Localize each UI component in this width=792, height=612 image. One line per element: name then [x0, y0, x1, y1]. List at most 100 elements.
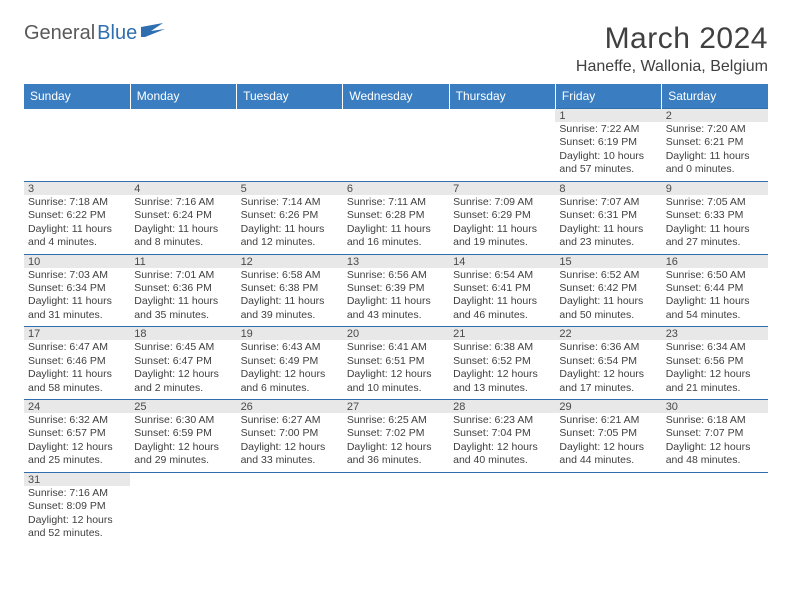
daylight-label: Daylight: 12 hours and 44 minutes.: [559, 441, 657, 468]
day-number-cell: [555, 472, 661, 486]
sunset-label: Sunset: 6:47 PM: [134, 355, 232, 368]
day-detail-cell: [555, 486, 661, 545]
day-number-cell: [343, 472, 449, 486]
sunrise-label: Sunrise: 6:18 AM: [666, 414, 764, 427]
sunset-label: Sunset: 7:04 PM: [453, 427, 551, 440]
day-number: 4: [134, 183, 140, 195]
sunset-label: Sunset: 6:41 PM: [453, 282, 551, 295]
day-detail-cell: Sunrise: 7:16 AMSunset: 8:09 PMDaylight:…: [24, 486, 130, 545]
daylight-label: Daylight: 11 hours and 31 minutes.: [28, 295, 126, 322]
logo-text-blue: Blue: [97, 22, 137, 45]
day-number-cell: 8: [555, 181, 661, 195]
daylight-label: Daylight: 12 hours and 52 minutes.: [28, 514, 126, 541]
sunrise-label: Sunrise: 7:09 AM: [453, 196, 551, 209]
daylight-label: Daylight: 11 hours and 0 minutes.: [666, 150, 764, 177]
col-sunday: Sunday: [24, 84, 130, 109]
day-detail-cell: Sunrise: 6:25 AMSunset: 7:02 PMDaylight:…: [343, 413, 449, 472]
sunset-label: Sunset: 6:26 PM: [241, 209, 339, 222]
day-number-cell: 30: [662, 400, 768, 414]
day-number-cell: 15: [555, 254, 661, 268]
day-detail-cell: Sunrise: 7:22 AMSunset: 6:19 PMDaylight:…: [555, 122, 661, 181]
daynum-row: 24252627282930: [24, 400, 768, 414]
daylight-label: Daylight: 12 hours and 36 minutes.: [347, 441, 445, 468]
sunrise-label: Sunrise: 7:05 AM: [666, 196, 764, 209]
day-detail-cell: [130, 122, 236, 181]
day-detail-cell: [130, 486, 236, 545]
daylight-label: Daylight: 12 hours and 13 minutes.: [453, 368, 551, 395]
sunrise-label: Sunrise: 6:32 AM: [28, 414, 126, 427]
daynum-row: 3456789: [24, 181, 768, 195]
daylight-label: Daylight: 12 hours and 2 minutes.: [134, 368, 232, 395]
daylight-label: Daylight: 11 hours and 58 minutes.: [28, 368, 126, 395]
sunset-label: Sunset: 6:42 PM: [559, 282, 657, 295]
sunset-label: Sunset: 6:57 PM: [28, 427, 126, 440]
day-detail-cell: [449, 122, 555, 181]
sunset-label: Sunset: 6:54 PM: [559, 355, 657, 368]
sunset-label: Sunset: 6:33 PM: [666, 209, 764, 222]
col-saturday: Saturday: [662, 84, 768, 109]
day-number: 11: [134, 256, 145, 268]
day-detail-cell: [343, 122, 449, 181]
daylight-label: Daylight: 11 hours and 16 minutes.: [347, 223, 445, 250]
daylight-label: Daylight: 12 hours and 25 minutes.: [28, 441, 126, 468]
sunrise-label: Sunrise: 7:20 AM: [666, 123, 764, 136]
day-number-cell: 16: [662, 254, 768, 268]
day-number: 29: [559, 401, 571, 413]
daylight-label: Daylight: 11 hours and 4 minutes.: [28, 223, 126, 250]
day-number: 16: [666, 256, 678, 268]
sunset-label: Sunset: 6:34 PM: [28, 282, 126, 295]
daylight-label: Daylight: 12 hours and 17 minutes.: [559, 368, 657, 395]
detail-row: Sunrise: 7:16 AMSunset: 8:09 PMDaylight:…: [24, 486, 768, 545]
day-detail-cell: [662, 486, 768, 545]
sunrise-label: Sunrise: 6:41 AM: [347, 341, 445, 354]
day-number-cell: [130, 472, 236, 486]
day-number-cell: [449, 109, 555, 123]
sunrise-label: Sunrise: 7:22 AM: [559, 123, 657, 136]
sunrise-label: Sunrise: 6:36 AM: [559, 341, 657, 354]
sunset-label: Sunset: 6:22 PM: [28, 209, 126, 222]
sunrise-label: Sunrise: 6:21 AM: [559, 414, 657, 427]
day-number-cell: 13: [343, 254, 449, 268]
sunset-label: Sunset: 7:00 PM: [241, 427, 339, 440]
sunset-label: Sunset: 8:09 PM: [28, 500, 126, 513]
day-detail-cell: Sunrise: 7:03 AMSunset: 6:34 PMDaylight:…: [24, 268, 130, 327]
daylight-label: Daylight: 12 hours and 6 minutes.: [241, 368, 339, 395]
day-detail-cell: Sunrise: 6:47 AMSunset: 6:46 PMDaylight:…: [24, 340, 130, 399]
day-number: 10: [28, 256, 40, 268]
sunrise-label: Sunrise: 6:27 AM: [241, 414, 339, 427]
day-number-cell: 7: [449, 181, 555, 195]
day-number: 21: [453, 328, 465, 340]
sunset-label: Sunset: 6:52 PM: [453, 355, 551, 368]
sunset-label: Sunset: 6:59 PM: [134, 427, 232, 440]
day-detail-cell: Sunrise: 7:09 AMSunset: 6:29 PMDaylight:…: [449, 195, 555, 254]
daylight-label: Daylight: 11 hours and 54 minutes.: [666, 295, 764, 322]
col-friday: Friday: [555, 84, 661, 109]
day-number: 27: [347, 401, 359, 413]
sunrise-label: Sunrise: 7:03 AM: [28, 269, 126, 282]
daynum-row: 12: [24, 109, 768, 123]
day-number: 14: [453, 256, 465, 268]
daylight-label: Daylight: 11 hours and 50 minutes.: [559, 295, 657, 322]
day-detail-cell: [343, 486, 449, 545]
sunset-label: Sunset: 6:49 PM: [241, 355, 339, 368]
day-detail-cell: Sunrise: 6:18 AMSunset: 7:07 PMDaylight:…: [662, 413, 768, 472]
sunset-label: Sunset: 6:51 PM: [347, 355, 445, 368]
day-number-cell: 2: [662, 109, 768, 123]
day-number-cell: 22: [555, 327, 661, 341]
day-number-cell: 3: [24, 181, 130, 195]
day-number-cell: 12: [237, 254, 343, 268]
daynum-row: 17181920212223: [24, 327, 768, 341]
location-label: Haneffe, Wallonia, Belgium: [576, 58, 768, 76]
sunrise-label: Sunrise: 6:58 AM: [241, 269, 339, 282]
detail-row: Sunrise: 7:18 AMSunset: 6:22 PMDaylight:…: [24, 195, 768, 254]
sunrise-label: Sunrise: 6:47 AM: [28, 341, 126, 354]
daylight-label: Daylight: 12 hours and 48 minutes.: [666, 441, 764, 468]
sunrise-label: Sunrise: 7:16 AM: [28, 487, 126, 500]
day-header-row: Sunday Monday Tuesday Wednesday Thursday…: [24, 84, 768, 109]
day-detail-cell: Sunrise: 7:16 AMSunset: 6:24 PMDaylight:…: [130, 195, 236, 254]
sunset-label: Sunset: 6:44 PM: [666, 282, 764, 295]
day-detail-cell: Sunrise: 7:11 AMSunset: 6:28 PMDaylight:…: [343, 195, 449, 254]
sunset-label: Sunset: 6:21 PM: [666, 136, 764, 149]
daylight-label: Daylight: 11 hours and 19 minutes.: [453, 223, 551, 250]
day-number: 6: [347, 183, 353, 195]
